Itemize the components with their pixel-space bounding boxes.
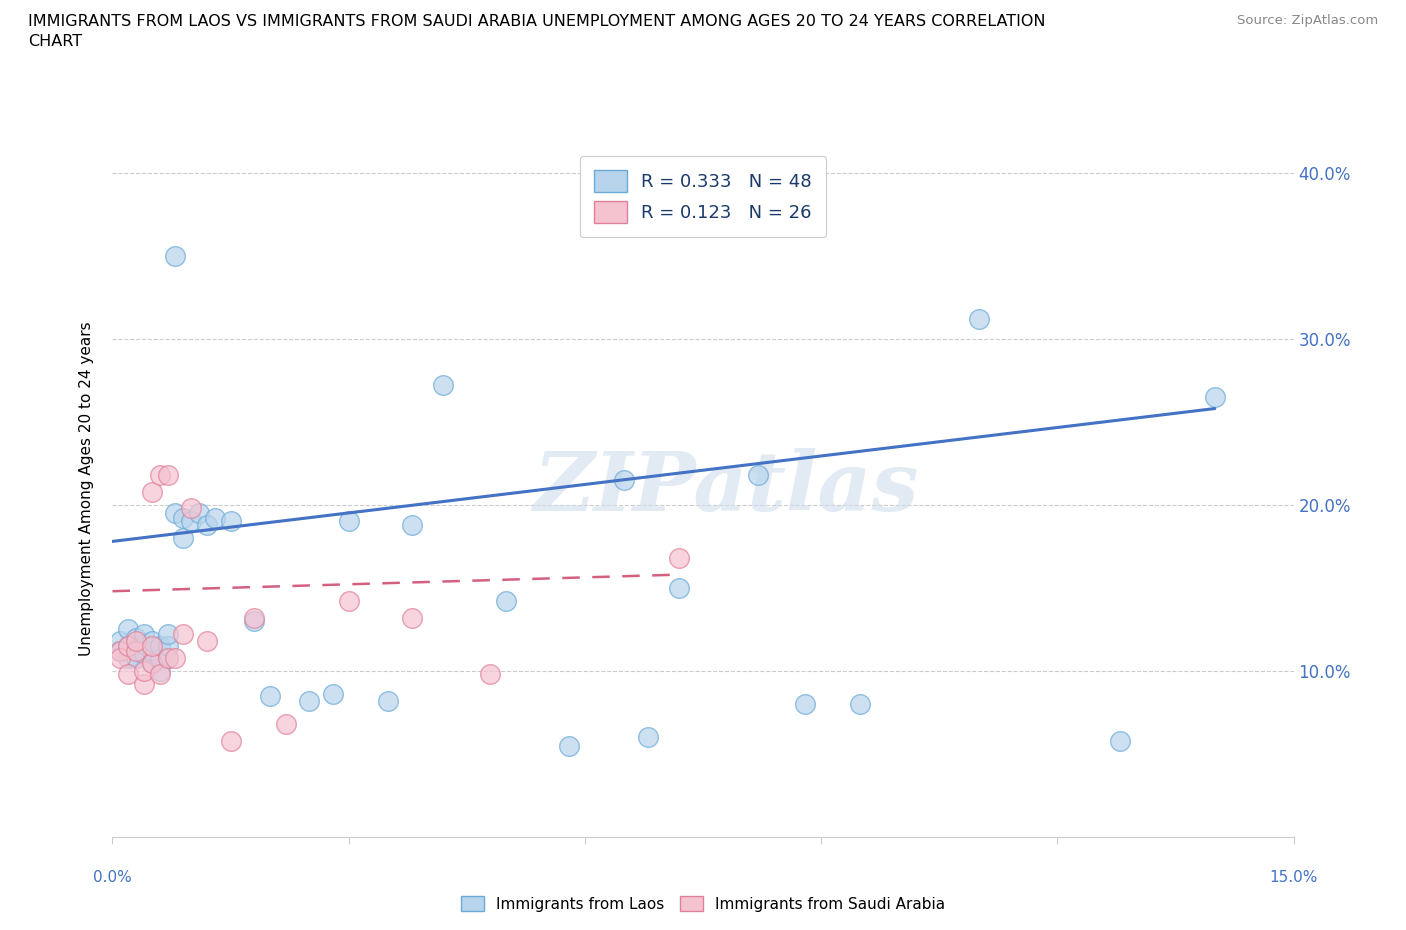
Point xyxy=(180,514,202,529)
Point xyxy=(141,633,163,648)
Point xyxy=(132,647,155,662)
Point xyxy=(558,738,581,753)
Point xyxy=(432,378,454,392)
Point xyxy=(219,514,242,529)
Point xyxy=(172,627,194,642)
Point xyxy=(117,639,139,654)
Point xyxy=(117,639,139,654)
Point xyxy=(156,627,179,642)
Point xyxy=(149,639,172,654)
Point xyxy=(117,650,139,665)
Point xyxy=(125,644,148,658)
Point xyxy=(141,644,163,658)
Point xyxy=(125,650,148,665)
Point xyxy=(195,517,218,532)
Point xyxy=(125,631,148,645)
Point xyxy=(180,500,202,515)
Point xyxy=(747,468,769,483)
Point xyxy=(1204,390,1226,405)
Point xyxy=(141,656,163,671)
Point xyxy=(156,650,179,665)
Point xyxy=(132,637,155,652)
Point xyxy=(165,248,187,263)
Point xyxy=(668,551,690,565)
Point xyxy=(204,511,226,525)
Text: 15.0%: 15.0% xyxy=(1270,870,1317,884)
Point xyxy=(794,697,817,711)
Point xyxy=(243,610,266,625)
Point xyxy=(172,531,194,546)
Text: ZIPatlas: ZIPatlas xyxy=(534,448,920,528)
Point xyxy=(479,667,502,682)
Point xyxy=(337,593,360,608)
Point xyxy=(188,506,211,521)
Point xyxy=(149,667,172,682)
Point xyxy=(322,686,344,701)
Point xyxy=(149,650,172,665)
Point xyxy=(298,694,321,709)
Point xyxy=(967,312,990,326)
Point xyxy=(165,506,187,521)
Point xyxy=(401,610,423,625)
Point xyxy=(110,633,132,648)
Y-axis label: Unemployment Among Ages 20 to 24 years: Unemployment Among Ages 20 to 24 years xyxy=(79,321,94,656)
Point xyxy=(637,730,659,745)
Point xyxy=(149,468,172,483)
Point xyxy=(132,627,155,642)
Text: Source: ZipAtlas.com: Source: ZipAtlas.com xyxy=(1237,14,1378,27)
Point xyxy=(495,593,517,608)
Point xyxy=(274,717,297,732)
Point xyxy=(1109,733,1132,748)
Text: IMMIGRANTS FROM LAOS VS IMMIGRANTS FROM SAUDI ARABIA UNEMPLOYMENT AMONG AGES 20 : IMMIGRANTS FROM LAOS VS IMMIGRANTS FROM … xyxy=(28,14,1046,48)
Point xyxy=(165,650,187,665)
Legend: R = 0.333   N = 48, R = 0.123   N = 26: R = 0.333 N = 48, R = 0.123 N = 26 xyxy=(579,155,827,237)
Point xyxy=(117,667,139,682)
Point xyxy=(110,650,132,665)
Point xyxy=(377,694,399,709)
Point xyxy=(156,639,179,654)
Point xyxy=(337,514,360,529)
Point xyxy=(613,472,636,487)
Point xyxy=(259,688,281,703)
Point xyxy=(141,639,163,654)
Point xyxy=(243,614,266,629)
Point xyxy=(401,517,423,532)
Point xyxy=(156,650,179,665)
Point xyxy=(668,580,690,595)
Point xyxy=(849,697,872,711)
Legend: Immigrants from Laos, Immigrants from Saudi Arabia: Immigrants from Laos, Immigrants from Sa… xyxy=(456,889,950,918)
Point xyxy=(141,485,163,499)
Point xyxy=(141,656,163,671)
Point xyxy=(110,644,132,658)
Point xyxy=(117,622,139,637)
Point xyxy=(149,663,172,678)
Point xyxy=(110,644,132,658)
Point xyxy=(125,642,148,657)
Point xyxy=(132,663,155,678)
Point xyxy=(172,511,194,525)
Point xyxy=(219,733,242,748)
Point xyxy=(156,468,179,483)
Point xyxy=(195,633,218,648)
Text: 0.0%: 0.0% xyxy=(93,870,132,884)
Point xyxy=(125,633,148,648)
Point xyxy=(132,677,155,692)
